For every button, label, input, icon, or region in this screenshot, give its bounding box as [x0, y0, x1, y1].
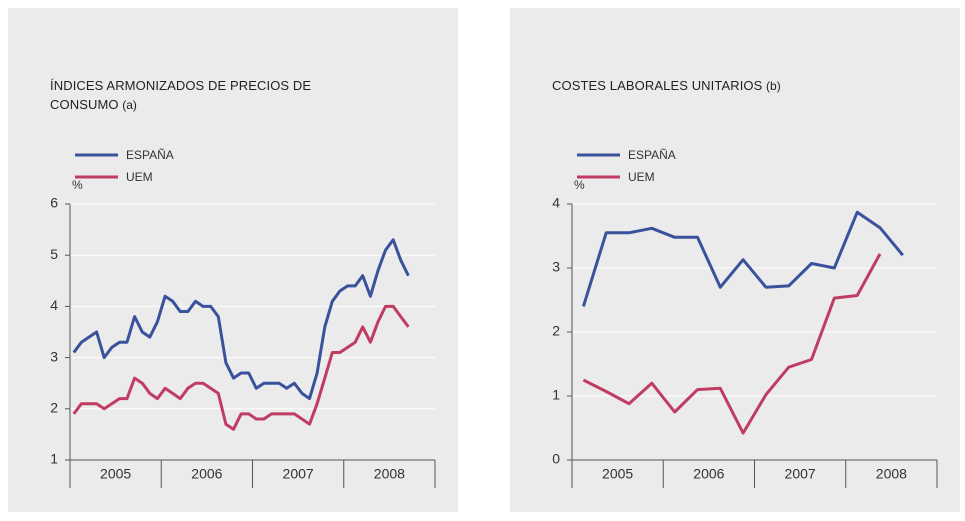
series-line [581, 210, 904, 307]
panel-bg [510, 8, 960, 512]
x-tick-label: 2006 [191, 466, 222, 482]
y-tick-label: 4 [50, 297, 58, 313]
series-line [72, 304, 410, 431]
y-tick-label: 2 [552, 323, 560, 339]
x-tick-label: 2008 [876, 466, 907, 482]
y-tick-label: 3 [50, 348, 58, 364]
x-tick-label: 2006 [693, 466, 724, 482]
y-tick-label: 0 [552, 451, 560, 467]
legend-label: ESPAÑA [628, 148, 676, 162]
y-tick-label: 4 [552, 195, 560, 211]
y-tick-label: 3 [552, 259, 560, 275]
x-tick-label: 2005 [602, 466, 633, 482]
legend-label: UEM [628, 170, 655, 184]
series-line [72, 238, 410, 401]
y-axis-label: % [72, 178, 83, 192]
x-tick-label: 2007 [283, 466, 314, 482]
title-text: COSTES LABORALES UNITARIOS [552, 78, 763, 93]
legend-label: ESPAÑA [126, 148, 174, 162]
y-tick-label: 1 [552, 387, 560, 403]
legend-label: UEM [126, 170, 153, 184]
x-tick-label: 2007 [785, 466, 816, 482]
x-tick-label: 2005 [100, 466, 131, 482]
chart-title: COSTES LABORALES UNITARIOS (b) [552, 76, 872, 96]
y-axis-label: % [574, 178, 585, 192]
y-tick-label: 2 [50, 400, 58, 416]
title-note: (b) [766, 79, 781, 93]
y-tick-label: 5 [50, 246, 58, 262]
y-tick-label: 1 [50, 451, 58, 467]
title-text: ÍNDICES ARMONIZADOS DE PRECIOS DE CONSUM… [50, 78, 312, 112]
chart-title: ÍNDICES ARMONIZADOS DE PRECIOS DE CONSUM… [50, 76, 370, 115]
y-tick-label: 6 [50, 195, 58, 211]
series-line [582, 253, 882, 435]
title-note: (a) [122, 98, 137, 112]
x-tick-label: 2008 [374, 466, 405, 482]
